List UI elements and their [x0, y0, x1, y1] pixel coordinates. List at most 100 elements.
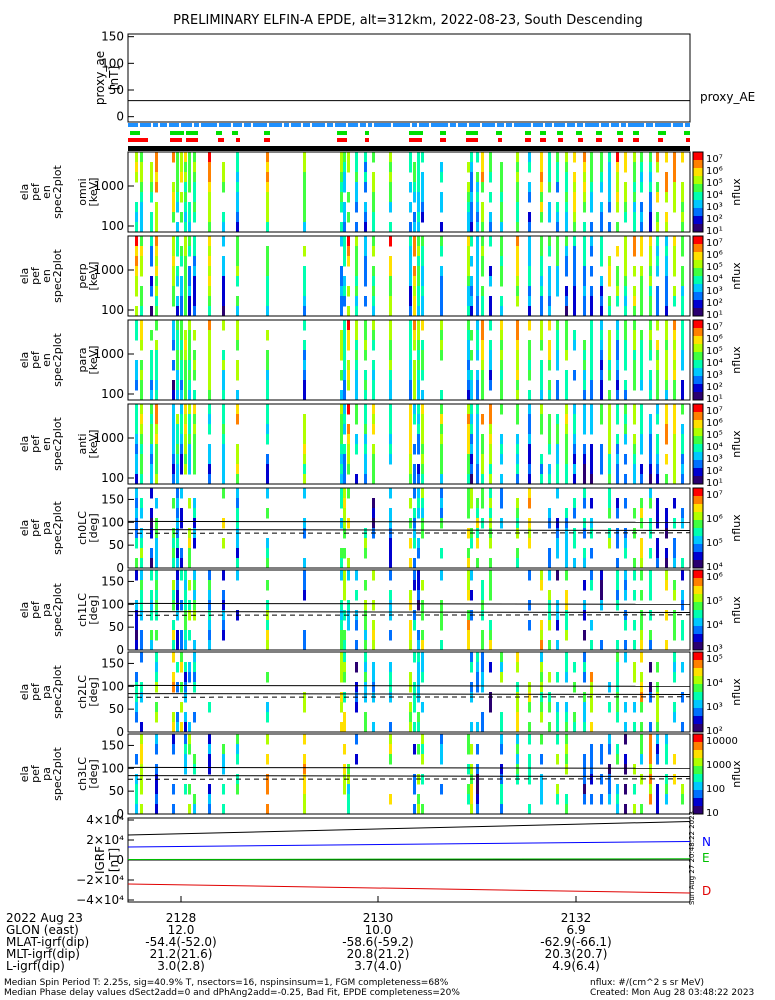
spectrogram-cell	[540, 640, 543, 651]
spectrogram-cell	[409, 518, 412, 529]
spectrogram-cell	[467, 548, 470, 559]
spectrogram-cell	[236, 538, 239, 549]
spectrogram-cell	[236, 508, 239, 519]
spectrogram-cell	[470, 256, 473, 267]
spectrogram-cell	[347, 340, 350, 351]
spectrogram-cell	[556, 380, 559, 391]
spectrogram-cell	[481, 444, 484, 455]
spectrogram-cell	[656, 734, 659, 745]
colorbar-cell	[693, 562, 703, 565]
spectrogram-cell	[548, 722, 551, 733]
colorbar-cell	[693, 612, 703, 615]
spectrogram-cell	[236, 370, 239, 381]
spectrogram-cell	[665, 474, 668, 485]
spectrogram-cell	[573, 508, 576, 519]
spectrogram-cell	[193, 360, 196, 371]
colorbar-cell	[693, 518, 703, 521]
spectrogram-cell	[236, 256, 239, 267]
colorbar-cell	[693, 198, 703, 201]
spectrogram-cell	[409, 600, 412, 611]
spectrogram-cell	[540, 464, 543, 475]
spectrogram-cell	[180, 508, 183, 519]
colorbar-cell	[693, 200, 703, 203]
spectrogram-cell	[155, 306, 158, 317]
spectrogram-cell	[172, 286, 175, 297]
spectrogram-cell	[303, 380, 306, 391]
spectrogram-cell	[467, 784, 470, 795]
spectrogram-cell	[489, 320, 492, 331]
colorbar-cell	[693, 788, 703, 791]
spectrogram-cell	[417, 672, 420, 683]
spectrogram-cell	[681, 320, 684, 331]
spectrogram-cell	[150, 276, 153, 287]
spectrogram-cell	[573, 414, 576, 425]
spectrogram-cell	[573, 286, 576, 297]
colorbar-cell	[693, 688, 703, 691]
spectrogram-cell	[528, 692, 531, 703]
colorbar-cell	[693, 310, 703, 313]
spectrogram-cell	[556, 360, 559, 371]
spectrogram-cell	[266, 360, 269, 371]
spectrogram-cell	[540, 152, 543, 163]
spectrogram-cell	[150, 558, 153, 569]
spectrogram-cell	[343, 498, 346, 509]
spectrogram-cell	[409, 712, 412, 723]
spectrogram-cell	[681, 350, 684, 361]
spectrogram-cell	[155, 404, 158, 415]
spectrogram-cell	[155, 256, 158, 267]
spectrogram-cell	[633, 360, 636, 371]
spectrogram-cell	[476, 424, 479, 435]
spectrogram-cell	[421, 474, 424, 485]
spectrogram-cell	[665, 508, 668, 519]
spectrogram-cell	[590, 640, 593, 651]
colorbar-cell	[693, 760, 703, 763]
spectrogram-cell	[184, 360, 187, 371]
spectrogram-cell	[303, 192, 306, 203]
spectrogram-cell	[135, 488, 138, 499]
spectrogram-cell	[470, 444, 473, 455]
pitch-ylabel-part: spec2plot	[51, 501, 64, 555]
spectrogram-cell	[565, 434, 568, 445]
spectrogram-cell	[516, 182, 519, 193]
spectrogram-cell	[467, 380, 470, 391]
spectrogram-cell	[389, 182, 392, 193]
spectrogram-cell	[343, 296, 346, 307]
colorbar-cell	[693, 680, 703, 683]
spectrogram-cell	[409, 630, 412, 641]
spectrogram-cell	[372, 296, 375, 307]
spectrogram-cell	[649, 266, 652, 277]
spectrogram-cell	[608, 256, 611, 267]
spectrogram-cell	[516, 454, 519, 465]
spectrogram-cell	[624, 320, 627, 331]
spectrogram-cell	[208, 320, 211, 331]
colorbar-cell	[693, 548, 703, 551]
spectrogram-cell	[135, 518, 138, 529]
spectrogram-cell	[681, 192, 684, 203]
colorbar-cell	[693, 416, 703, 419]
spectrogram-cell	[624, 192, 627, 203]
colorbar-cell	[693, 288, 703, 291]
anti-loss-cone-line	[127, 693, 691, 696]
proxy-ae-tick-label: 100	[101, 56, 124, 70]
spectrogram-cell	[649, 202, 652, 213]
colorbar-cell	[693, 722, 703, 725]
spectrogram-cell	[417, 360, 420, 371]
spectrogram-cell	[665, 340, 668, 351]
energy-ylabel-part: en	[40, 185, 53, 199]
status-bar-blue	[469, 123, 480, 127]
spectrogram-cell	[180, 162, 183, 173]
spectrogram-cell	[600, 182, 603, 193]
spectrogram-cell	[640, 360, 643, 371]
spectrogram-cell	[640, 162, 643, 173]
spectrogram-cell	[364, 256, 367, 267]
spectrogram-cell	[624, 380, 627, 391]
spectrogram-cell	[556, 794, 559, 805]
spectrogram-cell	[540, 286, 543, 297]
spectrogram-cell	[590, 246, 593, 257]
footer-created: Created: Mon Aug 28 03:48:22 2023	[590, 988, 755, 998]
spectrogram-cell	[608, 172, 611, 183]
spectrogram-cell	[208, 580, 211, 591]
spectrogram-cell	[665, 360, 668, 371]
spectrogram-cell	[548, 340, 551, 351]
spectrogram-cell	[624, 620, 627, 631]
